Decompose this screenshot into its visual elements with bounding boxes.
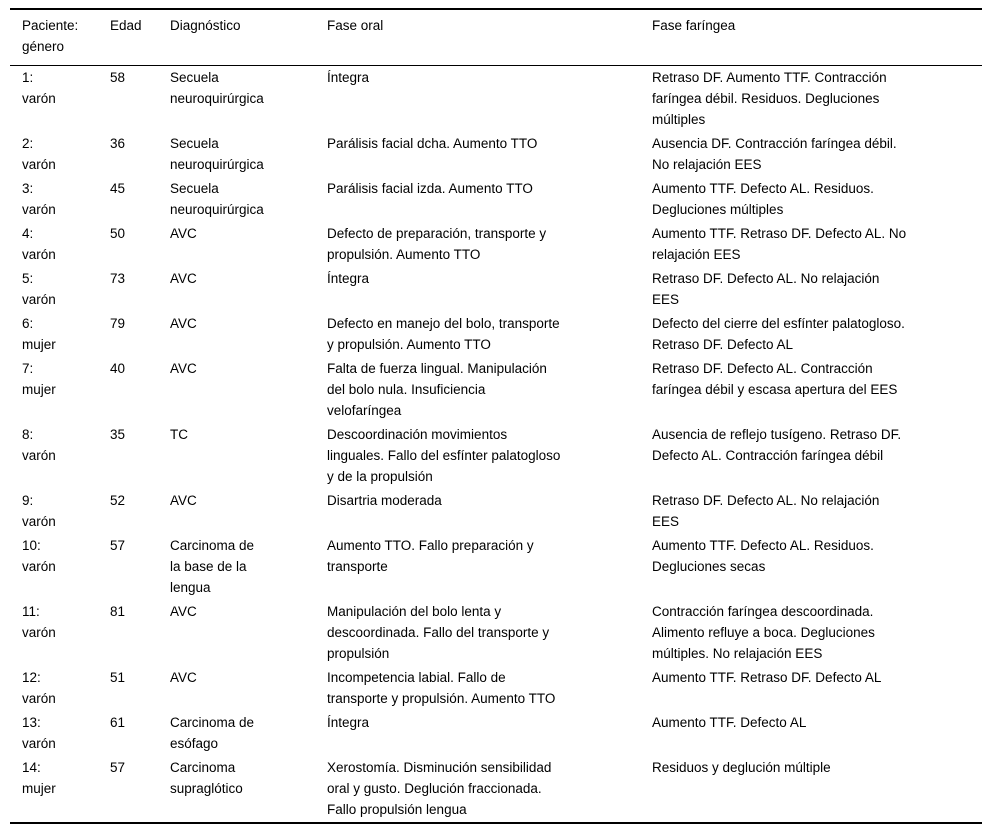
cell-oral: Falta de fuerza lingual. Manipulación de… (327, 361, 547, 418)
cell-patient: 4: varón (22, 226, 56, 262)
cell-oral: Parálisis facial dcha. Aumento TTO (327, 136, 538, 151)
cell-age: 61 (110, 715, 126, 730)
cell-age: 58 (110, 70, 126, 85)
cell-diagnosis: Carcinoma de esófago (170, 715, 255, 751)
table-row: 3: varón 45 Secuela neuroquirúrgica Parális… (10, 177, 982, 222)
cell-oral: Manipulación del bolo lenta y descoordin… (327, 604, 550, 661)
cell-pharyngeal: Retraso DF. Aumento TTF. Contracción far… (652, 70, 887, 127)
table-body: 1: varón 58 Secuela neuroquirúrgica Íntegra… (10, 66, 982, 824)
cell-pharyngeal: Aumento TTF. Defecto AL (652, 715, 807, 730)
cell-age: 73 (110, 271, 126, 286)
cell-pharyngeal: Residuos y deglución múltiple (652, 760, 831, 775)
cell-pharyngeal: Ausencia DF. Contracción faríngea débil.… (652, 136, 897, 172)
cell-pharyngeal: Ausencia de reflejo tusígeno. Retraso DF… (652, 427, 902, 463)
cell-age: 45 (110, 181, 126, 196)
cell-patient: 14: mujer (22, 760, 56, 796)
cell-diagnosis: AVC (170, 316, 197, 331)
header-row: Paciente: género Edad Diagnóstico Fase oral… (10, 9, 982, 66)
cell-age: 50 (110, 226, 126, 241)
table-row: 1: varón 58 Secuela neuroquirúrgica Íntegra… (10, 66, 982, 133)
table-row: 14: mujer 57 Carcinoma supraglótico Xerosto… (10, 756, 982, 823)
column-header-patient: Paciente: género (22, 18, 79, 54)
cell-oral: Íntegra (327, 715, 370, 730)
cell-diagnosis: TC (170, 427, 188, 442)
cell-patient: 8: varón (22, 427, 56, 463)
cell-patient: 11: varón (22, 604, 56, 640)
cell-oral: Defecto en manejo del bolo, transporte y… (327, 316, 560, 352)
cell-pharyngeal: Retraso DF. Defecto AL. No relajación EE… (652, 493, 880, 529)
cell-age: 81 (110, 604, 126, 619)
cell-patient: 6: mujer (22, 316, 56, 352)
cell-pharyngeal: Aumento TTF. Retraso DF. Defecto AL (652, 670, 882, 685)
cell-oral: Defecto de preparación, transporte y pro… (327, 226, 547, 262)
cell-oral: Íntegra (327, 271, 370, 286)
cell-oral: Descoordinación movimientos linguales. F… (327, 427, 561, 484)
cell-pharyngeal: Aumento TTF. Defecto AL. Residuos. Deglu… (652, 181, 874, 217)
cell-diagnosis: AVC (170, 670, 197, 685)
cell-patient: 13: varón (22, 715, 56, 751)
cell-age: 52 (110, 493, 126, 508)
cell-age: 57 (110, 760, 126, 775)
cell-pharyngeal: Retraso DF. Defecto AL. No relajación EE… (652, 271, 880, 307)
cell-diagnosis: Carcinoma supraglótico (170, 760, 243, 796)
column-header-age: Edad (110, 18, 142, 33)
cell-age: 79 (110, 316, 126, 331)
table-header: Paciente: género Edad Diagnóstico Fase oral… (10, 9, 982, 66)
cell-oral: Aumento TTO. Fallo preparación y transpo… (327, 538, 534, 574)
cell-age: 51 (110, 670, 126, 685)
cell-pharyngeal: Aumento TTF. Defecto AL. Residuos. Deglu… (652, 538, 874, 574)
column-header-oral: Fase oral (327, 18, 384, 33)
cell-diagnosis: Secuela neuroquirúrgica (170, 70, 264, 106)
table-row: 6: mujer 79 AVC Defecto en manejo del bolo,… (10, 312, 982, 357)
cell-oral: Parálisis facial izda. Aumento TTO (327, 181, 533, 196)
patients-table: Paciente: género Edad Diagnóstico Fase oral… (10, 8, 982, 824)
cell-patient: 7: mujer (22, 361, 56, 397)
cell-diagnosis: Carcinoma de la base de la lengua (170, 538, 255, 595)
cell-patient: 9: varón (22, 493, 56, 529)
table-row: 13: varón 61 Carcinoma de esófago Íntegra Au… (10, 711, 982, 756)
table-row: 4: varón 50 AVC Defecto de preparación, tra… (10, 222, 982, 267)
cell-diagnosis: AVC (170, 226, 197, 241)
table-row: 5: varón 73 AVC Íntegra Retraso DF. Defecto … (10, 267, 982, 312)
cell-patient: 5: varón (22, 271, 56, 307)
cell-diagnosis: AVC (170, 271, 197, 286)
column-header-pharyngeal: Fase faríngea (652, 18, 736, 33)
cell-patient: 2: varón (22, 136, 56, 172)
cell-patient: 1: varón (22, 70, 56, 106)
cell-diagnosis: AVC (170, 361, 197, 376)
cell-pharyngeal: Defecto del cierre del esfínter palatogl… (652, 316, 905, 352)
cell-pharyngeal: Aumento TTF. Retraso DF. Defecto AL. No … (652, 226, 907, 262)
cell-patient: 10: varón (22, 538, 56, 574)
cell-age: 35 (110, 427, 126, 442)
cell-age: 36 (110, 136, 126, 151)
cell-age: 57 (110, 538, 126, 553)
table-row: 11: varón 81 AVC Manipulación del bolo lent… (10, 600, 982, 666)
table-row: 9: varón 52 AVC Disartria moderada Retraso D… (10, 489, 982, 534)
cell-oral: Xerostomía. Disminución sensibilidad ora… (327, 760, 552, 817)
cell-age: 40 (110, 361, 126, 376)
table-row: 8: varón 35 TC Descoordinación movimientos … (10, 423, 982, 489)
cell-diagnosis: Secuela neuroquirúrgica (170, 136, 264, 172)
table-row: 12: varón 51 AVC Incompetencia labial. Fall… (10, 666, 982, 711)
cell-oral: Íntegra (327, 70, 370, 85)
cell-diagnosis: AVC (170, 493, 197, 508)
table-row: 10: varón 57 Carcinoma de la base de la le… (10, 534, 982, 600)
cell-pharyngeal: Retraso DF. Defecto AL. Contracción farí… (652, 361, 898, 397)
cell-diagnosis: Secuela neuroquirúrgica (170, 181, 264, 217)
table-row: 7: mujer 40 AVC Falta de fuerza lingual. Ma… (10, 357, 982, 423)
cell-patient: 12: varón (22, 670, 56, 706)
cell-pharyngeal: Contracción faríngea descoordinada. Alim… (652, 604, 875, 661)
table-row: 2: varón 36 Secuela neuroquirúrgica Parális… (10, 132, 982, 177)
cell-oral: Incompetencia labial. Fallo de transport… (327, 670, 556, 706)
cell-oral: Disartria moderada (327, 493, 442, 508)
cell-patient: 3: varón (22, 181, 56, 217)
cell-diagnosis: AVC (170, 604, 197, 619)
column-header-diagnosis: Diagnóstico (170, 18, 241, 33)
